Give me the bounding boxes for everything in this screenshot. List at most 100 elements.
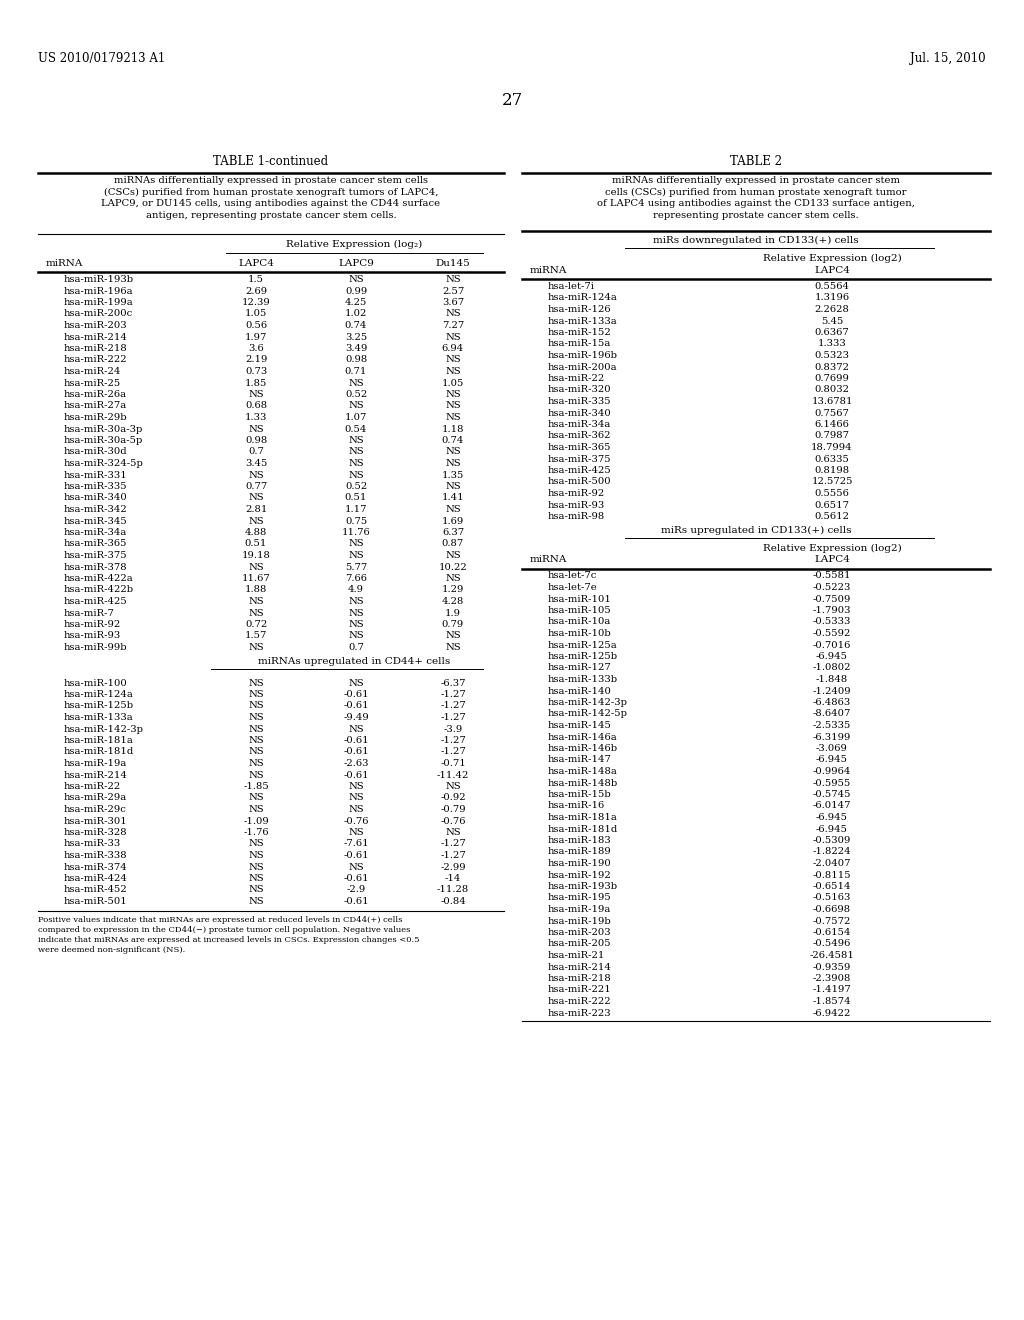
Text: 2.2628: 2.2628 bbox=[814, 305, 850, 314]
Text: 1.35: 1.35 bbox=[441, 470, 464, 479]
Text: 6.94: 6.94 bbox=[442, 345, 464, 352]
Text: 4.25: 4.25 bbox=[345, 298, 368, 308]
Text: hsa-miR-362: hsa-miR-362 bbox=[548, 432, 611, 441]
Text: NS: NS bbox=[445, 389, 461, 399]
Text: NS: NS bbox=[348, 725, 364, 734]
Text: 3.25: 3.25 bbox=[345, 333, 368, 342]
Text: hsa-miR-342: hsa-miR-342 bbox=[63, 506, 128, 513]
Text: -3.9: -3.9 bbox=[443, 725, 463, 734]
Text: hsa-miR-125b: hsa-miR-125b bbox=[548, 652, 618, 661]
Text: -0.61: -0.61 bbox=[343, 737, 369, 744]
Text: hsa-let-7e: hsa-let-7e bbox=[548, 583, 598, 591]
Text: 6.37: 6.37 bbox=[442, 528, 464, 537]
Text: TABLE 2: TABLE 2 bbox=[730, 154, 782, 168]
Text: -0.61: -0.61 bbox=[343, 874, 369, 883]
Text: NS: NS bbox=[445, 631, 461, 640]
Text: 1.333: 1.333 bbox=[817, 339, 847, 348]
Text: 1.97: 1.97 bbox=[245, 333, 267, 342]
Text: 2.69: 2.69 bbox=[245, 286, 267, 296]
Text: hsa-miR-200a: hsa-miR-200a bbox=[548, 363, 617, 371]
Text: 3.6: 3.6 bbox=[248, 345, 264, 352]
Text: NS: NS bbox=[248, 793, 264, 803]
Text: hsa-miR-124a: hsa-miR-124a bbox=[63, 690, 134, 700]
Text: miRs downregulated in CD133(+) cells: miRs downregulated in CD133(+) cells bbox=[653, 236, 859, 246]
Text: -1.8224: -1.8224 bbox=[813, 847, 851, 857]
Text: -1.27: -1.27 bbox=[440, 690, 466, 700]
Text: hsa-let-7i: hsa-let-7i bbox=[548, 282, 595, 290]
Text: 6.1466: 6.1466 bbox=[814, 420, 850, 429]
Text: -0.5592: -0.5592 bbox=[813, 630, 851, 638]
Text: 0.72: 0.72 bbox=[245, 620, 267, 630]
Text: hsa-miR-152: hsa-miR-152 bbox=[548, 327, 611, 337]
Text: NS: NS bbox=[348, 379, 364, 388]
Text: hsa-miR-331: hsa-miR-331 bbox=[63, 470, 128, 479]
Text: Positive values indicate that miRNAs are expressed at reduced levels in CD44(+) : Positive values indicate that miRNAs are… bbox=[38, 916, 420, 954]
Text: hsa-miR-193b: hsa-miR-193b bbox=[63, 275, 134, 284]
Text: hsa-miR-125a: hsa-miR-125a bbox=[548, 640, 617, 649]
Text: hsa-miR-146b: hsa-miR-146b bbox=[548, 744, 618, 752]
Text: 1.5: 1.5 bbox=[248, 275, 264, 284]
Text: -6.9422: -6.9422 bbox=[813, 1008, 851, 1018]
Text: hsa-miR-33: hsa-miR-33 bbox=[63, 840, 121, 849]
Text: hsa-miR-30a-5p: hsa-miR-30a-5p bbox=[63, 436, 143, 445]
Text: NS: NS bbox=[248, 643, 264, 652]
Text: hsa-miR-99b: hsa-miR-99b bbox=[63, 643, 128, 652]
Text: 1.17: 1.17 bbox=[345, 506, 368, 513]
Text: 7.27: 7.27 bbox=[442, 321, 464, 330]
Text: hsa-miR-19b: hsa-miR-19b bbox=[548, 916, 611, 925]
Text: NS: NS bbox=[248, 690, 264, 700]
Text: NS: NS bbox=[445, 367, 461, 376]
Text: hsa-miR-190: hsa-miR-190 bbox=[548, 859, 611, 869]
Text: hsa-miR-422b: hsa-miR-422b bbox=[63, 586, 134, 594]
Text: hsa-miR-501: hsa-miR-501 bbox=[63, 898, 128, 906]
Text: 0.5612: 0.5612 bbox=[814, 512, 850, 521]
Text: 3.49: 3.49 bbox=[345, 345, 368, 352]
Text: -0.5163: -0.5163 bbox=[813, 894, 851, 903]
Text: hsa-miR-340: hsa-miR-340 bbox=[63, 494, 128, 503]
Text: hsa-miR-24: hsa-miR-24 bbox=[63, 367, 122, 376]
Text: hsa-miR-221: hsa-miR-221 bbox=[548, 986, 611, 994]
Text: NS: NS bbox=[348, 862, 364, 871]
Text: -1.7903: -1.7903 bbox=[813, 606, 851, 615]
Text: -0.76: -0.76 bbox=[343, 817, 369, 825]
Text: hsa-miR-375: hsa-miR-375 bbox=[548, 454, 611, 463]
Text: miRNA: miRNA bbox=[530, 267, 567, 275]
Text: NS: NS bbox=[348, 620, 364, 630]
Text: hsa-miR-335: hsa-miR-335 bbox=[63, 482, 128, 491]
Text: LAPC4: LAPC4 bbox=[814, 267, 850, 275]
Text: hsa-miR-19a: hsa-miR-19a bbox=[63, 759, 127, 768]
Text: NS: NS bbox=[348, 447, 364, 457]
Text: NS: NS bbox=[348, 459, 364, 469]
Text: -0.7509: -0.7509 bbox=[813, 594, 851, 603]
Text: hsa-miR-181a: hsa-miR-181a bbox=[63, 737, 134, 744]
Text: NS: NS bbox=[348, 275, 364, 284]
Text: -6.945: -6.945 bbox=[816, 825, 848, 833]
Text: miRNA: miRNA bbox=[46, 259, 83, 268]
Text: -1.4197: -1.4197 bbox=[813, 986, 851, 994]
Text: -1.27: -1.27 bbox=[440, 737, 466, 744]
Text: hsa-miR-93: hsa-miR-93 bbox=[63, 631, 121, 640]
Text: -0.61: -0.61 bbox=[343, 690, 369, 700]
Text: hsa-miR-27a: hsa-miR-27a bbox=[63, 401, 127, 411]
Text: Du145: Du145 bbox=[435, 259, 470, 268]
Text: hsa-miR-34a: hsa-miR-34a bbox=[63, 528, 127, 537]
Text: hsa-miR-133a: hsa-miR-133a bbox=[548, 317, 617, 326]
Text: hsa-miR-203: hsa-miR-203 bbox=[548, 928, 611, 937]
Text: 0.7699: 0.7699 bbox=[814, 374, 850, 383]
Text: NS: NS bbox=[248, 840, 264, 849]
Text: -0.7016: -0.7016 bbox=[813, 640, 851, 649]
Text: -1.85: -1.85 bbox=[243, 781, 269, 791]
Text: hsa-miR-218: hsa-miR-218 bbox=[63, 345, 128, 352]
Text: 27: 27 bbox=[502, 92, 522, 110]
Text: hsa-miR-374: hsa-miR-374 bbox=[63, 862, 128, 871]
Text: NS: NS bbox=[445, 506, 461, 513]
Text: -0.6154: -0.6154 bbox=[813, 928, 851, 937]
Text: NS: NS bbox=[248, 898, 264, 906]
Text: -0.6698: -0.6698 bbox=[813, 906, 851, 913]
Text: 0.6517: 0.6517 bbox=[814, 500, 850, 510]
Text: 0.8032: 0.8032 bbox=[814, 385, 850, 395]
Text: Relative Expression (log2): Relative Expression (log2) bbox=[763, 253, 901, 263]
Text: hsa-miR-127: hsa-miR-127 bbox=[548, 664, 611, 672]
Text: hsa-miR-25: hsa-miR-25 bbox=[63, 379, 121, 388]
Text: hsa-miR-181d: hsa-miR-181d bbox=[63, 747, 134, 756]
